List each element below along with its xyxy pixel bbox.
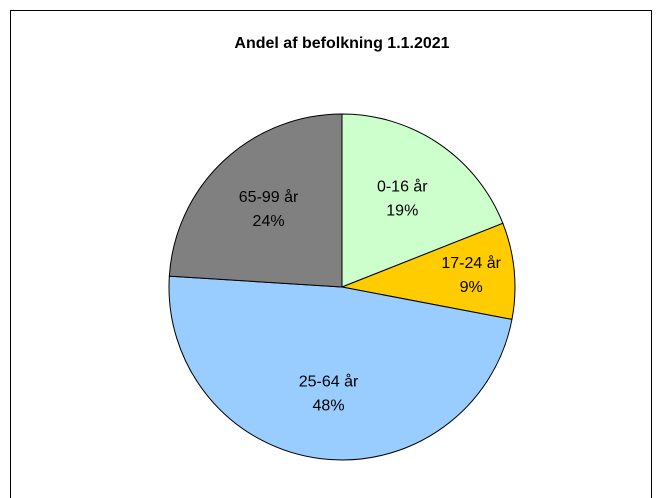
slice-category-label: 0-16 år <box>377 178 428 196</box>
slice-value-label: 9% <box>460 279 483 296</box>
slice-category-label: 65-99 år <box>239 188 299 206</box>
slice-category-label: 25-64 år <box>299 373 359 391</box>
slice-value-label: 24% <box>253 213 285 230</box>
pie-slice <box>341 113 504 288</box>
pie-slice <box>340 222 516 321</box>
pie-slice <box>168 275 513 461</box>
slice-value-label: 19% <box>386 203 418 220</box>
slice-category-label: 17-24 år <box>441 254 501 272</box>
pie-slice <box>168 113 343 288</box>
chart-title: Andel af befolkning 1.1.2021 <box>234 35 449 52</box>
slice-value-label: 48% <box>313 398 345 415</box>
